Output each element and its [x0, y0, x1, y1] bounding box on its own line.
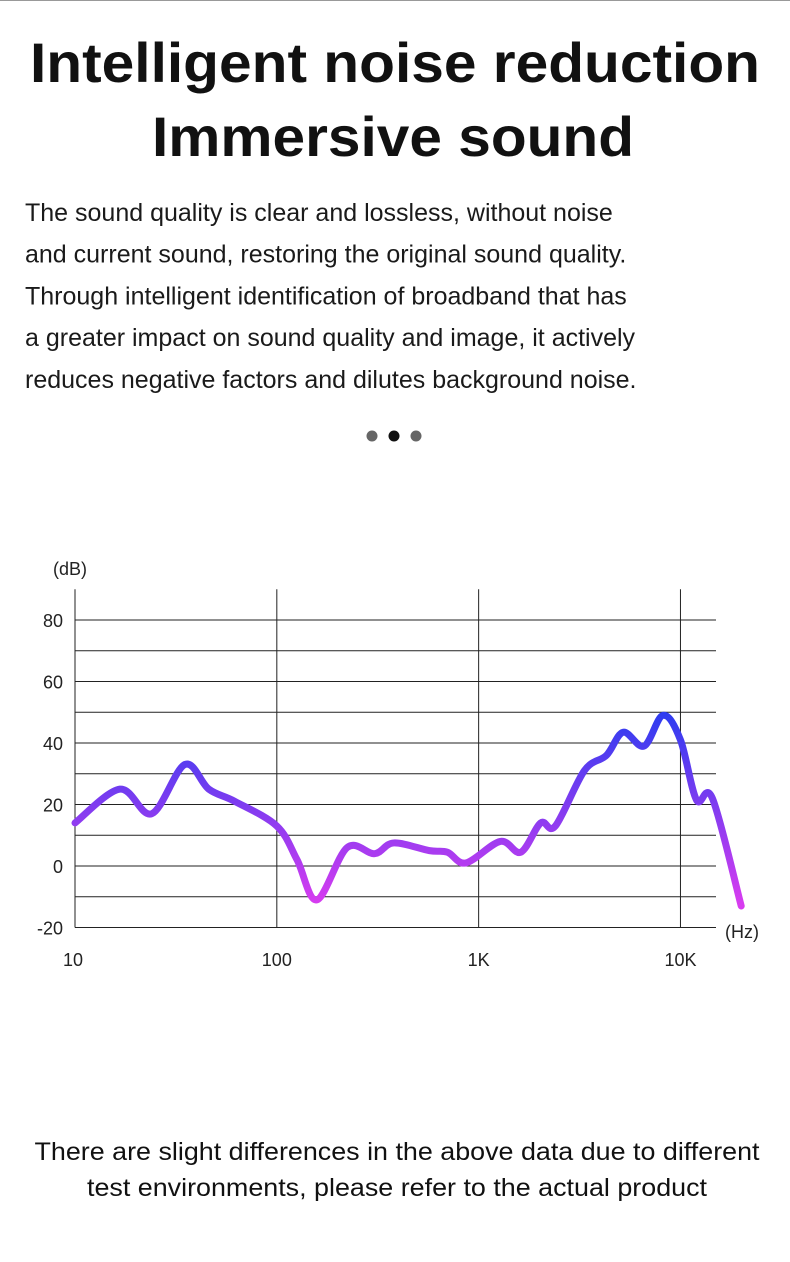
- pager-dot[interactable]: [366, 430, 378, 442]
- footnote: There are slight differences in the abov…: [35, 1138, 760, 1202]
- paragraph-line: a greater impact on sound quality and im…: [25, 324, 636, 352]
- pager-dot[interactable]: [388, 430, 400, 442]
- y-axis-label: (dB): [53, 559, 87, 579]
- paragraph-line: reduces negative factors and dilutes bac…: [25, 366, 637, 394]
- y-tick-label: -20: [37, 919, 63, 939]
- title: Immersive sound: [152, 105, 634, 168]
- footnote-line: There are slight differences in the abov…: [35, 1138, 760, 1166]
- response-curve: [71, 711, 745, 910]
- y-tick-label: 0: [53, 857, 63, 877]
- y-tick-label: 20: [43, 796, 63, 816]
- pager-dot[interactable]: [410, 430, 422, 442]
- y-tick-label: 40: [43, 734, 63, 754]
- paragraph-line: The sound quality is clear and lossless,…: [25, 199, 613, 227]
- paragraph-line: and current sound, restoring the origina…: [25, 241, 626, 269]
- chart: (dB) (Hz) -20 0 20 40 60 80 10 100 1K 10K: [37, 559, 759, 970]
- x-tick-label: 1K: [468, 950, 490, 970]
- paragraph-line: Through intelligent identification of br…: [25, 282, 627, 310]
- y-tick-label: 80: [43, 611, 63, 631]
- x-tick-label: 10: [63, 950, 83, 970]
- x-tick-label: 10K: [664, 950, 696, 970]
- y-tick-label: 60: [43, 673, 63, 693]
- title: Intelligent noise reduction: [30, 31, 760, 94]
- footnote-line: test environments, please refer to the a…: [87, 1174, 707, 1202]
- x-tick-label: 100: [262, 950, 292, 970]
- description: The sound quality is clear and lossless,…: [25, 199, 637, 394]
- x-axis-label: (Hz): [725, 922, 759, 942]
